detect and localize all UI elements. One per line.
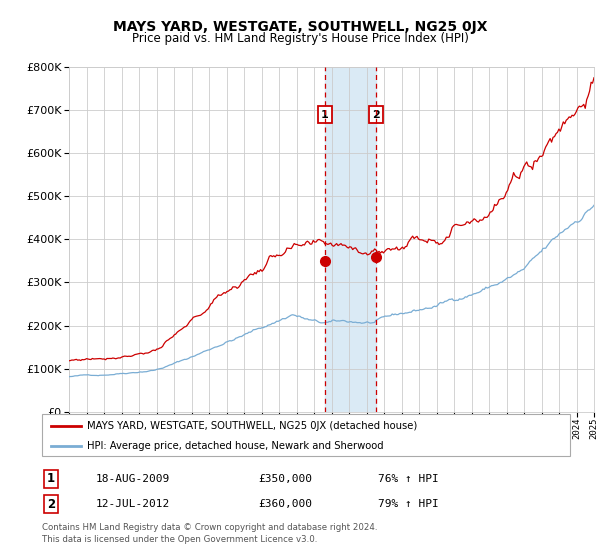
Text: MAYS YARD, WESTGATE, SOUTHWELL, NG25 0JX: MAYS YARD, WESTGATE, SOUTHWELL, NG25 0JX <box>113 20 487 34</box>
Text: MAYS YARD, WESTGATE, SOUTHWELL, NG25 0JX (detached house): MAYS YARD, WESTGATE, SOUTHWELL, NG25 0JX… <box>87 421 417 431</box>
Text: Contains HM Land Registry data © Crown copyright and database right 2024.
This d: Contains HM Land Registry data © Crown c… <box>42 522 377 544</box>
Text: £350,000: £350,000 <box>258 474 312 484</box>
Text: 1: 1 <box>47 472 55 486</box>
Text: 76% ↑ HPI: 76% ↑ HPI <box>378 474 439 484</box>
Text: £360,000: £360,000 <box>258 499 312 509</box>
Text: 79% ↑ HPI: 79% ↑ HPI <box>378 499 439 509</box>
Text: Price paid vs. HM Land Registry's House Price Index (HPI): Price paid vs. HM Land Registry's House … <box>131 32 469 45</box>
Bar <box>325 67 376 412</box>
Text: 18-AUG-2009: 18-AUG-2009 <box>96 474 170 484</box>
Text: HPI: Average price, detached house, Newark and Sherwood: HPI: Average price, detached house, Newa… <box>87 441 383 451</box>
Text: 2: 2 <box>47 497 55 511</box>
Text: 2: 2 <box>372 110 380 119</box>
Text: 12-JUL-2012: 12-JUL-2012 <box>96 499 170 509</box>
Text: 1: 1 <box>321 110 329 119</box>
